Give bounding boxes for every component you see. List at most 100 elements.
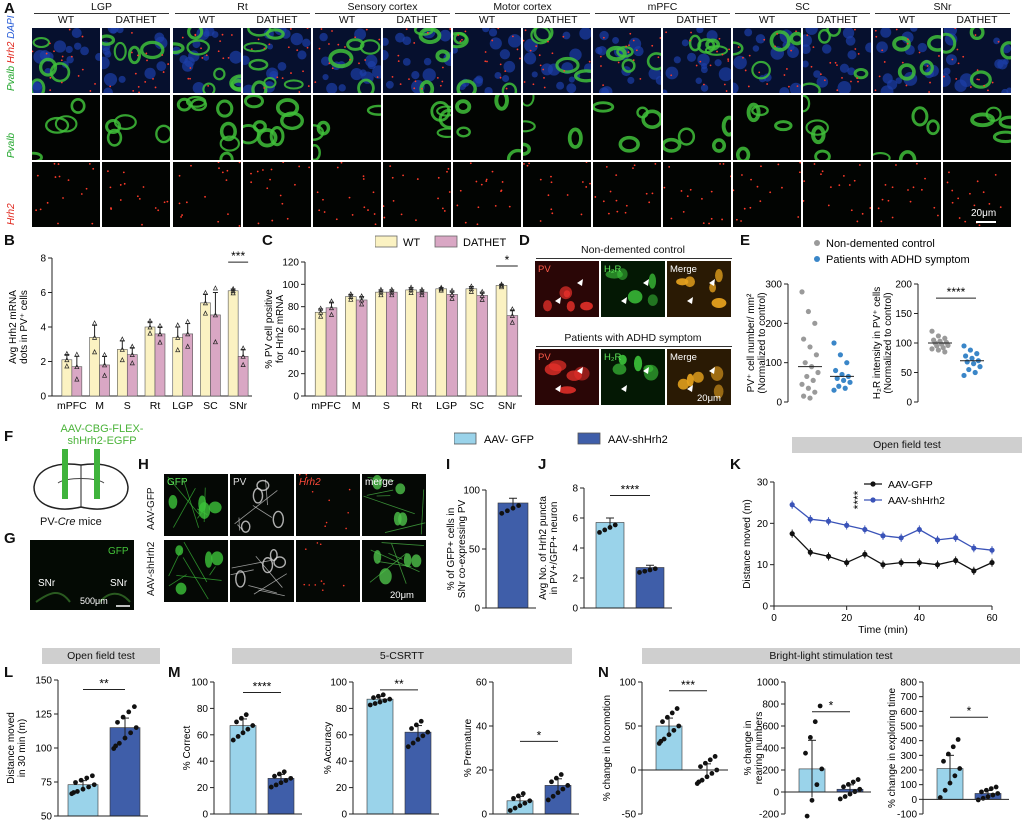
snr-gfp-image: GFP SNr SNr 500μm bbox=[30, 540, 134, 610]
y-tick-label: 20 bbox=[476, 766, 488, 777]
bar-dathet bbox=[386, 291, 398, 397]
data-point bbox=[133, 725, 139, 730]
data-point bbox=[234, 719, 239, 725]
y-axis-label: Distance moved (m) bbox=[742, 499, 753, 588]
data-point bbox=[642, 568, 648, 574]
bar-wt bbox=[435, 288, 447, 397]
data-point bbox=[880, 533, 886, 539]
data-point bbox=[115, 719, 120, 725]
panel-d-title-line bbox=[536, 346, 732, 347]
legend-ctrl-marker bbox=[814, 240, 820, 246]
data-point bbox=[696, 779, 702, 785]
snr-right-label: SNr bbox=[110, 578, 128, 589]
micrograph-cell bbox=[453, 28, 521, 93]
legend-sh-label: AAV-shHrh2 bbox=[608, 434, 668, 446]
genotype-header: WT bbox=[758, 14, 776, 26]
x-tick-label: SC bbox=[203, 400, 218, 412]
data-point bbox=[80, 786, 86, 792]
micrograph-cell bbox=[383, 28, 451, 93]
panel-label-c: C bbox=[262, 232, 273, 249]
y-tick-label: 40 bbox=[476, 722, 488, 733]
region-header: Rt bbox=[237, 1, 248, 13]
data-point bbox=[212, 285, 218, 291]
genotype-header: DATHET bbox=[256, 14, 298, 26]
data-point bbox=[511, 795, 516, 801]
data-point bbox=[807, 344, 813, 350]
data-point bbox=[961, 343, 967, 349]
data-point bbox=[517, 803, 523, 809]
y-tick-label: 100 bbox=[330, 678, 347, 689]
panel-h-image bbox=[296, 540, 360, 602]
data-point bbox=[238, 715, 244, 721]
chart-l: 50 75 100 125 150 Distance moved in 30 min (m)… bbox=[6, 676, 148, 823]
panel-label-d: D bbox=[519, 232, 530, 249]
data-point bbox=[359, 293, 365, 299]
y-tick-label: 20 bbox=[288, 369, 300, 380]
data-point bbox=[129, 351, 135, 357]
data-point bbox=[288, 775, 294, 781]
data-point bbox=[810, 377, 816, 383]
panel-h-col-label: Hrh2 bbox=[299, 477, 321, 488]
y-tick-label: 0 bbox=[630, 766, 636, 777]
data-point bbox=[671, 727, 677, 733]
x-tick-label: M bbox=[95, 400, 104, 412]
micrograph-cell bbox=[873, 28, 941, 93]
data-point bbox=[712, 754, 718, 759]
data-point bbox=[989, 560, 995, 566]
y-tick-label: 60 bbox=[288, 325, 300, 336]
data-point bbox=[560, 786, 566, 792]
row-label: Hrh2 bbox=[6, 203, 17, 225]
data-point bbox=[935, 347, 941, 353]
y-axis-label: for Hrh2 mRNA bbox=[275, 295, 286, 364]
micrograph-cell bbox=[593, 28, 661, 93]
row-label-part: Pvalb bbox=[6, 65, 17, 91]
data-point bbox=[157, 339, 163, 345]
x-tick-label: mPFC bbox=[57, 400, 87, 412]
panel-d-title: Patients with ADHD symptom bbox=[564, 332, 702, 344]
series-line-0 bbox=[791, 533, 993, 572]
y-tick-label: 8 bbox=[572, 484, 578, 495]
bar-dathet bbox=[210, 314, 221, 397]
legend-wt-label: WT bbox=[403, 237, 420, 249]
data-point bbox=[328, 311, 335, 317]
data-point bbox=[122, 735, 128, 741]
data-point bbox=[318, 305, 324, 311]
section-title-n: Bright-light stimulation test bbox=[642, 648, 1020, 664]
chart-j: 0 2 4 6 8 Avg No. of Hrh2 puncta in PV+/GFP+ n… bbox=[538, 483, 672, 615]
arrowhead-icon bbox=[555, 385, 561, 392]
data-point bbox=[499, 510, 505, 516]
data-point bbox=[558, 772, 564, 777]
y-tick-label: 0 bbox=[40, 392, 46, 403]
data-point bbox=[817, 703, 823, 709]
y-tick-label: 300 bbox=[765, 280, 782, 291]
arrowhead-icon bbox=[687, 297, 693, 304]
panel-h-image bbox=[164, 540, 228, 602]
data-point bbox=[980, 795, 986, 801]
panel-h-row-label: AAV-GFP bbox=[146, 487, 157, 530]
y-tick-label: 200 bbox=[895, 280, 912, 291]
panel-label-m: M bbox=[168, 664, 181, 681]
panel-d-channel-label: H₂R bbox=[604, 352, 622, 363]
data-point bbox=[147, 318, 153, 324]
data-point bbox=[479, 296, 485, 302]
data-point bbox=[857, 786, 863, 792]
micrograph-cell bbox=[313, 162, 381, 227]
data-point bbox=[834, 375, 840, 381]
data-point bbox=[988, 786, 994, 792]
x-tick-label: LGP bbox=[436, 400, 457, 412]
data-point bbox=[276, 771, 282, 777]
data-point bbox=[825, 518, 832, 524]
data-point bbox=[971, 568, 977, 574]
bar-dathet bbox=[416, 291, 428, 397]
data-point bbox=[995, 791, 1001, 796]
y-tick-label: 1000 bbox=[757, 678, 780, 689]
y-tick-label: 150 bbox=[895, 309, 912, 320]
data-point bbox=[359, 301, 365, 307]
data-point bbox=[801, 393, 807, 399]
y-axis-label: rearing numbers bbox=[754, 712, 765, 785]
series-line-1 bbox=[791, 504, 993, 551]
data-point bbox=[113, 743, 119, 749]
genotype-header: DATHET bbox=[956, 14, 998, 26]
micrograph-cell bbox=[663, 28, 731, 93]
y-tick-label: 50 bbox=[41, 812, 53, 823]
